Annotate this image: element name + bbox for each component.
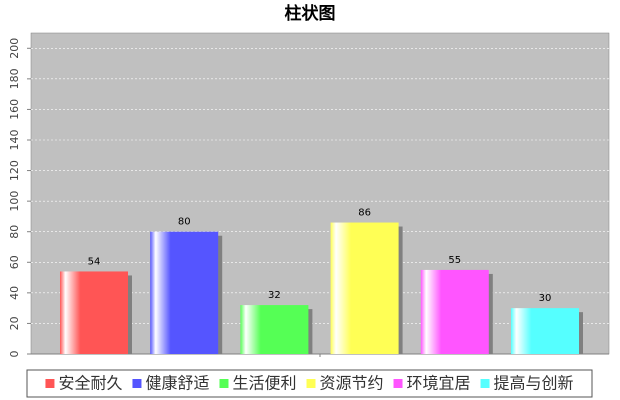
- legend-swatch: [219, 379, 229, 388]
- legend-label: 安全耐久: [58, 374, 122, 393]
- legend-swatch: [132, 379, 142, 388]
- y-tick-label: 0: [8, 351, 21, 358]
- legend-label: 生活便利: [232, 374, 296, 393]
- y-tick-label: 100: [8, 191, 21, 212]
- y-tick-label: 160: [8, 99, 21, 120]
- value-label: 86: [358, 208, 371, 219]
- bar: [60, 271, 128, 354]
- bar: [511, 308, 579, 354]
- bar: [420, 269, 489, 354]
- y-tick-label: 200: [8, 38, 21, 59]
- legend-swatch: [306, 379, 316, 388]
- bar: [240, 305, 309, 354]
- y-tick-label: 40: [8, 286, 21, 300]
- legend-swatch: [45, 379, 55, 388]
- bar: [330, 222, 399, 354]
- value-label: 30: [539, 293, 552, 304]
- y-tick-label: 120: [8, 160, 21, 181]
- legend-swatch: [393, 379, 403, 388]
- value-label: 55: [448, 255, 461, 266]
- legend-label: 环境宜居: [407, 374, 471, 393]
- legend-label: 提高与创新: [494, 374, 574, 393]
- y-tick-label: 140: [8, 130, 21, 151]
- legend-label: 资源节约: [320, 374, 384, 393]
- y-tick-label: 180: [8, 68, 21, 89]
- y-tick-label: 20: [8, 316, 21, 330]
- legend-label: 健康舒适: [145, 374, 209, 393]
- legend-swatch: [480, 379, 490, 388]
- y-tick-label: 80: [8, 225, 21, 239]
- value-label: 80: [178, 217, 191, 228]
- y-tick-label: 60: [8, 255, 21, 269]
- value-label: 54: [88, 256, 101, 267]
- chart-title: 柱状图: [285, 3, 336, 24]
- value-label: 32: [268, 290, 281, 301]
- bar: [150, 231, 219, 354]
